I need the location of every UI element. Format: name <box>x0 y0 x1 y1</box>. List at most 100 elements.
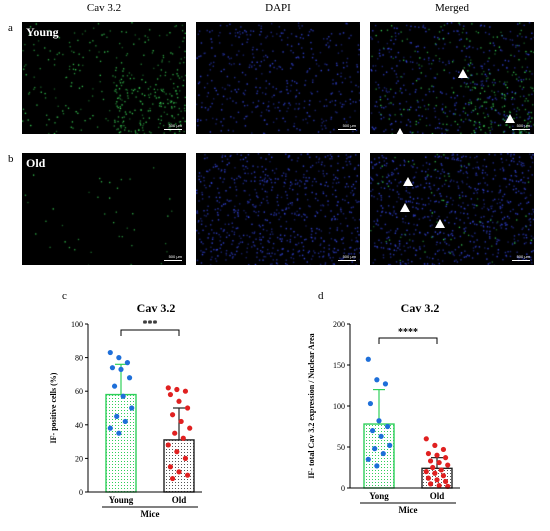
arrowhead-marker <box>435 219 445 228</box>
micrograph-canvas <box>370 153 534 265</box>
data-point <box>120 393 126 399</box>
panel-letter-c: c <box>62 290 67 302</box>
x-axis-label: Mice <box>141 509 160 519</box>
data-point <box>436 482 442 489</box>
data-point <box>111 383 118 389</box>
data-point <box>118 366 124 372</box>
chart-title: Cav 3.2 <box>137 301 176 315</box>
data-point <box>182 455 189 461</box>
data-point <box>174 386 180 393</box>
data-point <box>178 418 184 425</box>
y-tick-label: 150 <box>333 361 345 370</box>
y-axis-label: IF- positive cells (%) <box>49 372 58 443</box>
data-point <box>109 365 116 371</box>
y-tick-label: 0 <box>341 484 345 493</box>
data-point <box>165 385 171 391</box>
row-letter-b: b <box>8 153 14 165</box>
data-point <box>176 469 182 475</box>
data-point <box>384 423 391 430</box>
data-point <box>176 398 182 404</box>
data-point <box>425 475 432 481</box>
arrowhead-marker <box>505 114 515 123</box>
scalebar <box>164 260 182 261</box>
scalebar <box>512 129 530 130</box>
data-point <box>442 478 449 485</box>
data-point <box>432 442 438 448</box>
scalebar-text: 500 μm <box>342 254 356 259</box>
chart-d: Cav 3.2 0 50 100 150 200 IF- total Cav 3.2 exp… <box>300 296 510 526</box>
data-point <box>423 436 429 442</box>
data-point <box>184 405 191 411</box>
micrograph-old-cav32: Old 500 μm <box>22 153 186 265</box>
y-tick-label: 40 <box>75 421 83 430</box>
data-point <box>107 349 113 356</box>
data-point <box>172 430 178 436</box>
data-point <box>124 360 131 366</box>
category-label: Young <box>109 495 134 505</box>
data-point <box>382 381 389 387</box>
category-label: Old <box>172 495 187 505</box>
data-point <box>369 428 376 434</box>
data-point <box>184 472 191 478</box>
micrograph-young-merged: 500 μm <box>370 22 534 134</box>
data-point <box>425 450 432 457</box>
column-title-merged: Merged <box>434 2 469 14</box>
y-tick-label: 100 <box>71 320 83 329</box>
row-letter-a: a <box>8 22 13 34</box>
arrowhead-marker <box>400 203 410 212</box>
data-point <box>116 355 122 361</box>
data-point <box>169 412 176 418</box>
y-tick-label: 80 <box>75 354 83 363</box>
micrograph-old-dapi: 500 μm <box>196 153 360 265</box>
significance-stars: **** <box>398 327 418 338</box>
y-axis-label: IF- total Cav 3.2 expression / Nuclear A… <box>307 333 316 478</box>
data-point <box>380 450 386 457</box>
micrograph-canvas <box>22 22 186 134</box>
data-point <box>167 391 174 398</box>
data-point <box>372 446 378 452</box>
scalebar <box>338 260 356 261</box>
data-point <box>440 473 447 479</box>
arrowhead-marker <box>395 128 405 134</box>
data-point <box>374 463 380 469</box>
micrograph-young-cav32: Young 500 μm <box>22 22 186 134</box>
column-title-cav32: Cav 3.2 <box>86 2 122 14</box>
data-point <box>387 442 393 448</box>
significance-bracket <box>120 329 180 336</box>
data-point <box>434 477 440 483</box>
y-tick-label: 0 <box>79 488 83 497</box>
panel-letter-d: d <box>318 290 324 302</box>
data-point <box>126 375 133 381</box>
data-point <box>365 356 371 362</box>
scalebar <box>164 129 182 130</box>
chart-c: Cav 3.2 0 20 40 60 80 100 IF- positive cells (%… <box>40 296 240 526</box>
column-title-dapi: DAPI <box>265 2 291 14</box>
arrowhead-marker <box>403 177 413 186</box>
data-point <box>187 425 193 431</box>
data-point <box>374 377 380 383</box>
data-point <box>107 425 113 431</box>
data-point <box>174 449 180 455</box>
panel-label-old: Old <box>26 156 46 170</box>
scalebar-text: 500 μm <box>342 123 356 128</box>
bar-chart-positive-cells: Cav 3.2 0 20 40 60 80 100 IF- positive cells (%… <box>49 301 202 519</box>
data-point <box>445 462 451 468</box>
category-label: Yong <box>369 491 389 501</box>
bar-chart-total-expression: Cav 3.2 0 50 100 150 200 IF- total Cav 3.2 exp… <box>307 301 460 515</box>
micrograph-canvas <box>196 22 360 134</box>
chart-title: Cav 3.2 <box>401 301 440 315</box>
micrograph-old-merged: 500 μm <box>370 153 534 265</box>
data-point <box>122 418 128 425</box>
category-label: Old <box>430 491 445 501</box>
panel-label-young: Young <box>26 25 59 39</box>
significance-bracket <box>378 337 438 344</box>
data-point <box>438 467 444 473</box>
data-point <box>129 405 135 411</box>
data-point <box>442 455 449 461</box>
micrograph-canvas <box>22 153 186 265</box>
data-point <box>114 413 120 419</box>
data-point <box>434 452 440 458</box>
data-point <box>167 464 174 470</box>
y-tick-label: 20 <box>75 454 83 463</box>
scalebar-text: 500 μm <box>516 254 530 259</box>
